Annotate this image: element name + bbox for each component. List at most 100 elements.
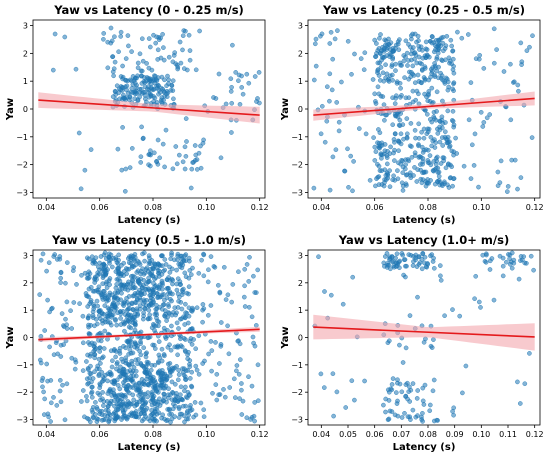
scatter-point xyxy=(108,389,114,394)
scatter-point xyxy=(346,184,351,190)
scatter-point xyxy=(201,137,206,143)
scatter-point xyxy=(450,56,456,62)
scatter-point xyxy=(407,170,413,176)
scatter-point xyxy=(89,407,95,413)
scatter-point xyxy=(96,373,102,378)
scatter-point xyxy=(319,31,325,37)
scatter-point xyxy=(95,390,101,396)
scatter-point xyxy=(392,131,398,137)
scatter-point xyxy=(174,62,180,68)
scatter-point xyxy=(175,398,180,404)
scatter-point xyxy=(122,328,127,334)
scatter-point xyxy=(390,46,396,51)
scatter-point xyxy=(201,273,207,279)
scatter-point xyxy=(76,130,82,136)
scatter-point xyxy=(246,80,252,86)
scatter-point xyxy=(161,97,166,103)
x-tick-label: 0.04 xyxy=(37,203,55,212)
scatter-point xyxy=(172,414,177,419)
y-tick-label: 1 xyxy=(298,306,303,315)
scatter-point xyxy=(45,411,51,417)
scatter-point xyxy=(340,301,346,307)
scatter-point xyxy=(118,316,123,321)
scatter-point xyxy=(120,63,125,69)
scatter-point xyxy=(40,251,46,257)
scatter-point xyxy=(436,173,442,179)
scatter-point xyxy=(405,380,410,386)
scatter-point xyxy=(399,415,405,420)
scatter-point xyxy=(45,297,50,303)
scatter-point xyxy=(149,67,155,73)
scatter-point xyxy=(386,36,391,42)
scatter-point xyxy=(385,340,391,346)
scatter-point xyxy=(389,64,395,69)
scatter-point xyxy=(395,398,400,404)
scatter-point xyxy=(345,146,350,152)
scatter-point xyxy=(255,398,261,404)
scatter-point xyxy=(182,144,188,150)
scatter-point xyxy=(508,61,513,67)
scatter-point xyxy=(97,385,102,391)
x-tick-label: 0.09 xyxy=(446,430,464,439)
scatter-point xyxy=(113,394,118,400)
scatter-point xyxy=(107,412,113,418)
scatter-point xyxy=(316,254,321,260)
scatter-point xyxy=(173,144,179,149)
scatter-point xyxy=(218,320,224,325)
scatter-point xyxy=(408,252,414,258)
scatter-point xyxy=(386,398,392,403)
scatter-point xyxy=(322,139,328,145)
scatter-point xyxy=(349,72,354,77)
scatter-point xyxy=(101,37,106,42)
scatter-point xyxy=(210,390,215,396)
scatter-point xyxy=(231,376,237,382)
scatter-point xyxy=(250,334,256,340)
scatter-point xyxy=(143,303,149,308)
scatter-point xyxy=(372,158,378,163)
scatter-point xyxy=(136,380,142,386)
scatter-point xyxy=(169,82,174,88)
scatter-point xyxy=(237,102,243,107)
scatter-point xyxy=(120,409,126,414)
scatter-point xyxy=(403,95,409,101)
scatter-point xyxy=(84,394,89,399)
scatter-point xyxy=(451,80,457,85)
scatter-point xyxy=(60,382,65,388)
scatter-point xyxy=(229,130,234,135)
scatter-point xyxy=(438,277,444,283)
scatter-point xyxy=(376,73,382,78)
scatter-point xyxy=(74,282,79,287)
scatter-point xyxy=(433,47,438,52)
scatter-point xyxy=(387,184,393,189)
scatter-point xyxy=(137,306,143,312)
scatter-point xyxy=(328,292,334,298)
scatter-point xyxy=(402,257,408,262)
scatter-point xyxy=(352,397,357,403)
scatter-point xyxy=(531,267,536,273)
scatter-point xyxy=(239,387,244,393)
scatter-point xyxy=(208,303,214,308)
scatter-point xyxy=(134,83,139,88)
scatter-point xyxy=(487,112,493,117)
scatter-point xyxy=(62,34,68,40)
scatter-point xyxy=(384,43,390,48)
scatter-point xyxy=(157,282,163,288)
chart-4: 0.04 0.05 0.06 0.07 0.08 0.09 0.10 0.11 0.12 −3 −2… xyxy=(280,233,544,453)
y-tick-label: 2 xyxy=(23,279,28,288)
scatter-point xyxy=(509,157,515,163)
scatter-point xyxy=(159,346,165,352)
scatter-point xyxy=(147,316,153,321)
scatter-point xyxy=(47,344,52,350)
scatter-point xyxy=(196,150,202,156)
scatter-point xyxy=(427,117,433,122)
scatter-point xyxy=(177,411,183,417)
scatter-point xyxy=(215,282,221,288)
scatter-point xyxy=(100,390,105,395)
scatter-point xyxy=(101,403,106,408)
x-tick-label: 0.05 xyxy=(339,430,357,439)
scatter-point xyxy=(152,77,157,83)
scatter-point xyxy=(135,258,140,264)
y-tick-label: 1 xyxy=(23,77,28,86)
scatter-point xyxy=(110,301,116,307)
scatter-point xyxy=(108,252,114,258)
